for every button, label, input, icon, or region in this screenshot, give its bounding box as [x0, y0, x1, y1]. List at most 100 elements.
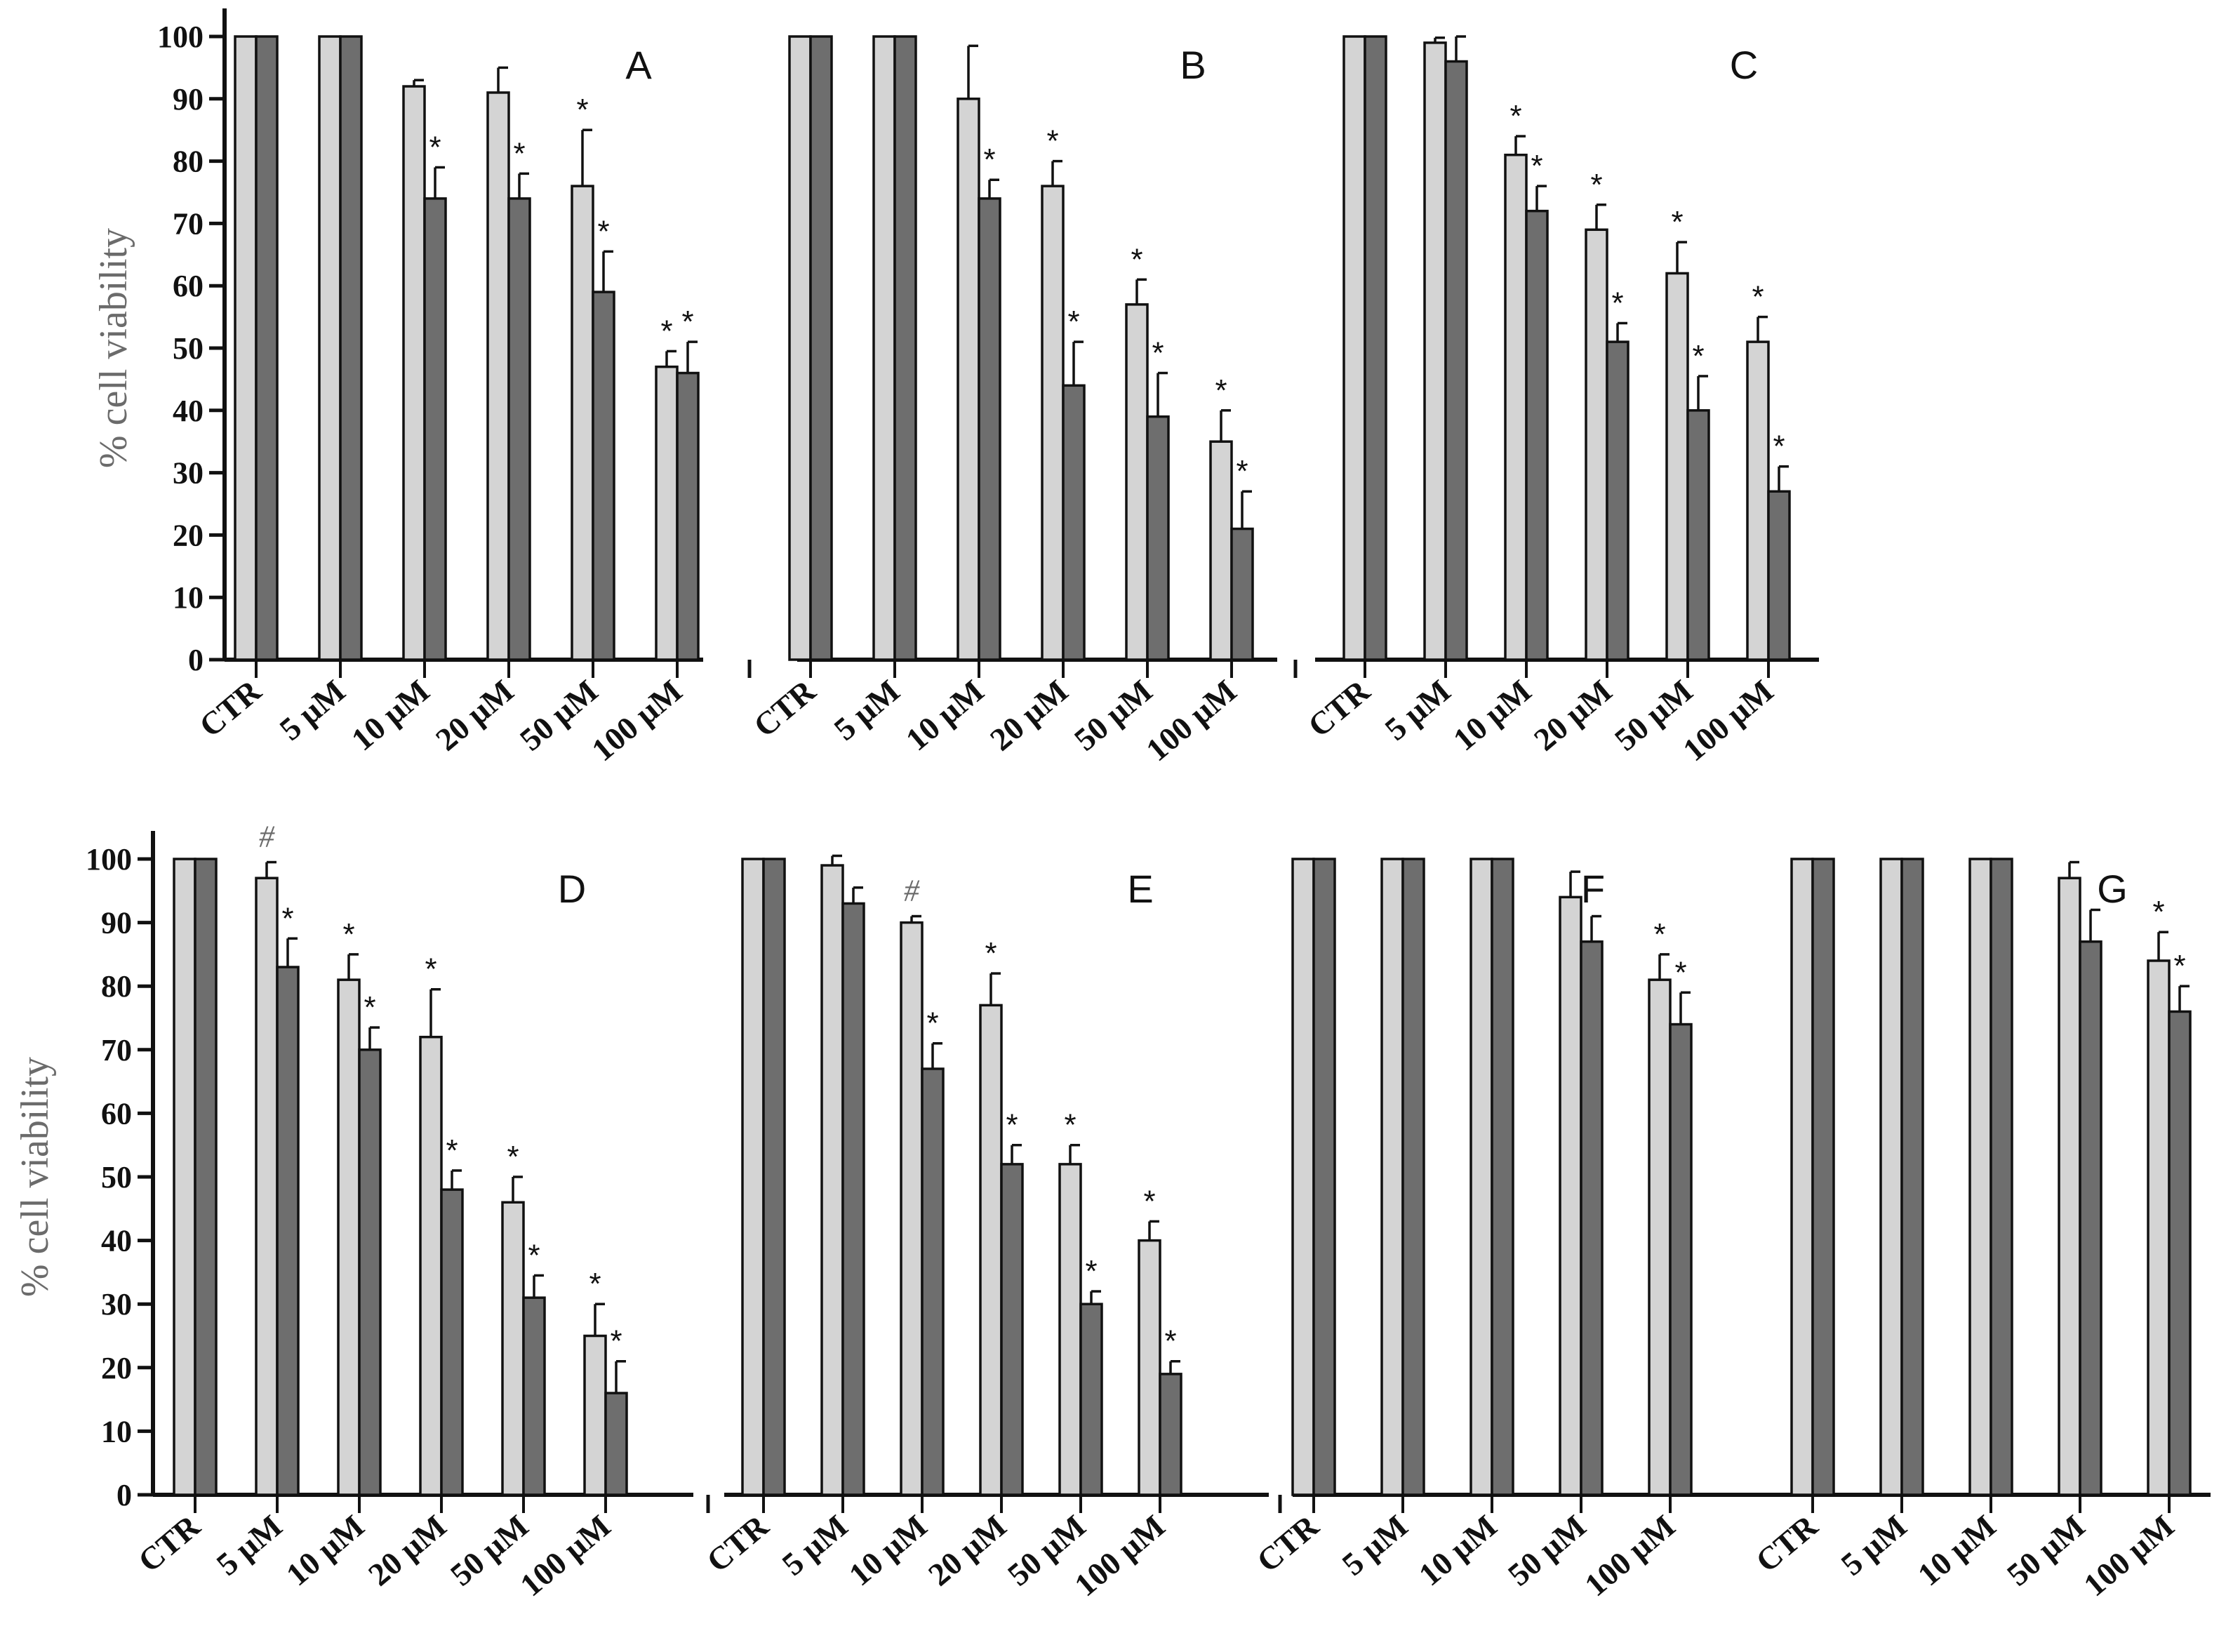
y-tick-label: 40: [173, 394, 204, 428]
bar-light: [1041, 185, 1065, 661]
y-tick-label: 100: [157, 20, 204, 54]
bar-light: [1469, 858, 1493, 1496]
bar-dark: [423, 197, 447, 661]
significance-star: *: [364, 990, 375, 1025]
bar-dark: [1606, 340, 1629, 661]
bar-light: [1423, 41, 1447, 661]
y-tick-label: 0: [188, 643, 204, 677]
x-tick-label: 5 µM: [827, 673, 907, 747]
bar-light: [1746, 340, 1770, 661]
y-tick-label: 70: [173, 206, 204, 241]
significance-star: *: [681, 305, 693, 339]
significance-star: *: [985, 936, 997, 971]
y-tick-label: 20: [173, 518, 204, 552]
x-tick-label: 10 µM: [899, 673, 990, 758]
x-tick-label: 5 µM: [210, 1508, 289, 1583]
x-tick-label: 10 µM: [842, 1508, 933, 1593]
bar-light: [1790, 858, 1814, 1496]
x-tick-label: CTR: [1250, 1507, 1326, 1579]
significance-star: *: [1152, 336, 1164, 371]
bar-dark: [1364, 35, 1387, 661]
panel-label: G: [2097, 867, 2128, 911]
y-tick-label: 50: [173, 331, 204, 366]
bar-dark: [276, 966, 300, 1496]
bar-dark: [1491, 858, 1514, 1496]
bar-light: [1209, 440, 1233, 661]
bar-light: [337, 978, 361, 1496]
x-tick-label: 5 µM: [1834, 1508, 1914, 1583]
bar-dark: [1669, 1022, 1693, 1496]
bar-light: [234, 35, 258, 661]
y-tick-label: 80: [101, 969, 132, 1004]
bar-dark: [2079, 940, 2102, 1496]
bar-dark: [1686, 409, 1710, 661]
x-tick-label: 100 µM: [1578, 1508, 1681, 1604]
y-tick-label: 10: [101, 1414, 132, 1448]
bar-light: [2058, 877, 2081, 1496]
bar-dark: [1312, 858, 1336, 1496]
significance-star: *: [429, 130, 441, 164]
bar-light: [788, 35, 812, 661]
significance-star: *: [1611, 286, 1623, 320]
x-tick-label: 20 µM: [429, 673, 520, 758]
bar-dark: [2168, 1010, 2192, 1496]
significance-star: *: [1671, 205, 1683, 239]
x-tick-label: 5 µM: [775, 1508, 855, 1583]
significance-star: *: [528, 1238, 540, 1272]
bar-light: [1342, 35, 1366, 661]
bar-dark: [1444, 60, 1468, 661]
x-tick-label: 100 µM: [585, 673, 688, 768]
hash-mark: #: [904, 874, 920, 908]
significance-star: *: [1236, 454, 1248, 488]
bar-dark: [921, 1067, 945, 1496]
significance-star: *: [342, 917, 354, 952]
significance-star: *: [2152, 895, 2164, 929]
bar-light: [1291, 858, 1315, 1496]
bar-light: [1504, 153, 1528, 661]
bar-light: [957, 98, 980, 661]
y-tick-label: 0: [116, 1478, 132, 1512]
bar-light: [872, 35, 896, 661]
significance-star: *: [1046, 124, 1058, 159]
bar-dark: [1900, 858, 1924, 1496]
bar-light: [1380, 858, 1404, 1496]
bar-dark: [592, 291, 615, 661]
x-tick-label: CTR: [1301, 672, 1377, 744]
y-tick-label: 40: [101, 1224, 132, 1258]
x-tick-label: 5 µM: [273, 673, 352, 747]
panel-label: F: [1581, 867, 1605, 911]
y-tick-label: 30: [101, 1287, 132, 1321]
x-tick-label: CTR: [131, 1507, 207, 1579]
x-tick-label: 5 µM: [1335, 1508, 1415, 1583]
x-tick-label: 50 µM: [2000, 1508, 2091, 1593]
significance-star: *: [1085, 1254, 1097, 1288]
significance-star: *: [1674, 955, 1686, 990]
panel-label: A: [625, 43, 652, 87]
significance-star: *: [1064, 1108, 1076, 1143]
x-tick-label: 20 µM: [921, 1508, 1013, 1593]
chart-row-top: 0 10 20 30 40 50 60 70 80 90 100 % cell viability A C…: [92, 8, 1819, 768]
bar-light: [2147, 959, 2171, 1496]
bar-light: [419, 1035, 443, 1496]
bar-light: [1058, 1163, 1082, 1496]
bar-dark: [978, 197, 1001, 661]
x-tick-label: 100 µM: [1676, 673, 1780, 768]
bar-light: [402, 85, 426, 661]
y-axis-title: % cell viability: [13, 1057, 57, 1297]
significance-star: *: [513, 136, 525, 171]
significance-star: *: [1131, 242, 1142, 277]
y-tick-label: 90: [173, 82, 204, 116]
bar-light: [571, 185, 594, 661]
significance-star: *: [425, 952, 436, 987]
significance-star: *: [2173, 949, 2185, 983]
significance-star: *: [1215, 373, 1227, 408]
bar-dark: [676, 371, 700, 661]
chart-row-bottom: 0 10 20 30 40 50 60 70 80 90 100 % cell viability D C…: [13, 820, 2211, 1604]
x-tick-label: 10 µM: [1412, 1508, 1503, 1593]
bar-light: [1648, 978, 1672, 1496]
significance-star: *: [1692, 339, 1704, 373]
bar-dark: [1159, 1373, 1182, 1496]
y-tick-label: 60: [101, 1096, 132, 1131]
